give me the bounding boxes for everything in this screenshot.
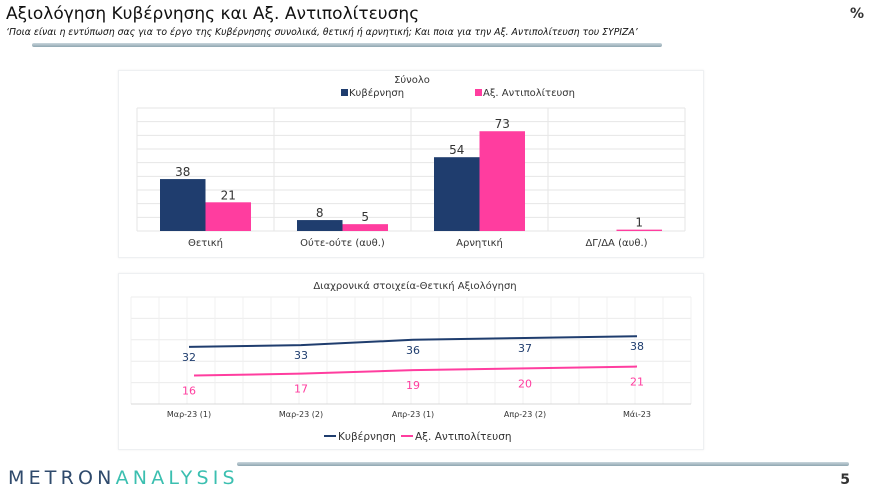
data-label: 1 — [635, 216, 643, 230]
metron-analysis-logo: METRONANALYSIS — [8, 467, 239, 489]
data-label: 17 — [294, 383, 308, 396]
legend-swatch — [341, 89, 348, 96]
data-label: 16 — [182, 384, 196, 397]
bar — [160, 179, 206, 231]
data-label: 37 — [518, 342, 532, 355]
legend-label: Κυβέρνηση — [349, 87, 404, 99]
bar — [479, 131, 525, 231]
bar — [434, 157, 480, 231]
category-label: Απρ-23 (2) — [504, 410, 546, 419]
category-label: Ούτε-ούτε (αυθ.) — [300, 237, 385, 249]
page-title: Αξιολόγηση Κυβέρνησης και Αξ. Αντιπολίτε… — [6, 4, 420, 24]
bar-chart-panel: Σύνολο Κυβέρνηση Αξ. Αντιπολίτευση Θετική 38… — [118, 70, 704, 258]
legend-label: Κυβέρνηση — [338, 431, 396, 443]
data-label: 20 — [518, 377, 532, 390]
category-label: Αρνητική — [456, 237, 503, 249]
line-chart: Διαχρονικά στοιχεία-Θετική Αξιολόγηση Μαρ… — [130, 280, 692, 443]
category-label: Μαρ-23 (1) — [167, 410, 211, 419]
legend-swatch — [475, 89, 482, 96]
bar — [205, 202, 251, 231]
bar — [616, 229, 662, 231]
page-number: 5 — [840, 472, 850, 488]
page-subtitle: ‘Ποια είναι η εντύπωση σας για το έργο τ… — [6, 27, 638, 38]
data-label: 54 — [449, 143, 464, 157]
data-label: 5 — [361, 210, 369, 224]
data-label: 73 — [495, 117, 510, 131]
category-label: Μαρ-23 (2) — [279, 410, 323, 419]
data-label: 33 — [294, 349, 308, 362]
footer-divider — [237, 462, 849, 466]
series-line — [188, 335, 638, 348]
chart-title: Διαχρονικά στοιχεία-Θετική Αξιολόγηση — [313, 280, 516, 292]
bar — [297, 220, 343, 231]
series-line — [193, 365, 638, 377]
data-label: 38 — [175, 165, 190, 179]
data-label: 32 — [182, 351, 196, 364]
legend-label: Αξ. Αντιπολίτευση — [483, 87, 575, 99]
category-label: Θετική — [188, 237, 223, 249]
data-label: 21 — [630, 376, 644, 389]
data-label: 19 — [406, 379, 420, 392]
line-chart-panel: Διαχρονικά στοιχεία-Θετική Αξιολόγηση Μαρ… — [118, 273, 704, 450]
bar — [342, 224, 388, 231]
header-divider — [32, 43, 662, 47]
data-label: 8 — [316, 206, 324, 220]
legend-label: Αξ. Αντιπολίτευση — [415, 431, 512, 443]
category-label: Απρ-23 (1) — [392, 410, 434, 419]
category-label: Μάι-23 — [623, 410, 651, 419]
data-label: 36 — [406, 344, 420, 357]
data-label: 38 — [630, 340, 644, 353]
unit-label: % — [849, 6, 864, 22]
chart-title: Σύνολο — [394, 74, 430, 86]
category-label: ΔΓ/ΔΑ (αυθ.) — [585, 238, 647, 249]
data-label: 21 — [221, 188, 236, 202]
